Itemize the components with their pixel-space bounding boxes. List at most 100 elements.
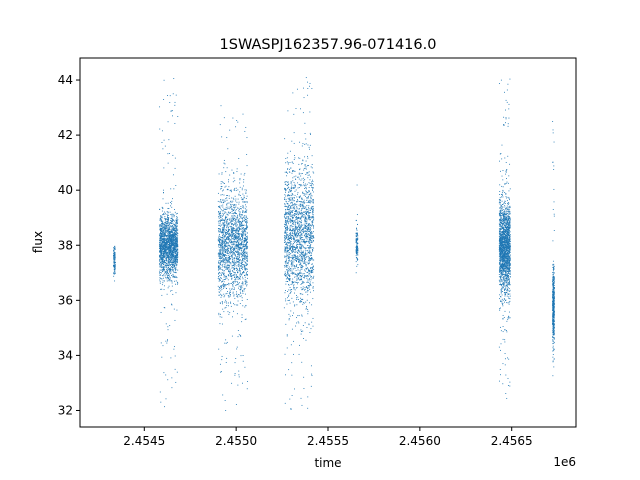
data-point <box>312 240 314 242</box>
data-point <box>223 229 225 231</box>
data-point <box>309 288 311 290</box>
data-point <box>246 220 248 222</box>
data-point <box>304 215 306 217</box>
data-point <box>159 233 161 235</box>
data-point <box>244 306 246 308</box>
data-point <box>285 237 287 239</box>
data-point <box>159 219 161 221</box>
data-point <box>291 281 293 283</box>
data-point <box>175 259 176 261</box>
data-point <box>245 265 247 267</box>
data-point <box>289 302 291 304</box>
data-point <box>305 213 307 214</box>
data-point <box>237 235 239 237</box>
data-point <box>166 231 168 233</box>
data-point <box>159 243 161 245</box>
data-point <box>164 406 166 408</box>
data-point <box>159 256 161 258</box>
data-point <box>237 251 239 253</box>
data-point <box>293 281 294 283</box>
data-point <box>160 247 162 248</box>
data-point <box>226 221 228 222</box>
data-point <box>228 313 230 315</box>
data-point <box>165 202 167 204</box>
data-point <box>239 270 241 271</box>
data-point <box>173 231 175 233</box>
data-point <box>304 259 306 261</box>
data-point <box>238 209 240 210</box>
data-point <box>294 259 296 261</box>
data-point <box>292 265 294 267</box>
data-point <box>176 216 178 218</box>
data-point <box>295 189 297 191</box>
data-point <box>312 179 313 181</box>
data-point <box>306 277 308 279</box>
data-point <box>241 223 243 225</box>
data-point <box>235 234 237 236</box>
data-point <box>292 257 294 259</box>
data-point <box>114 253 116 255</box>
data-point <box>246 242 248 244</box>
data-point <box>307 247 309 249</box>
data-point <box>167 326 169 328</box>
data-point <box>303 240 305 242</box>
data-point <box>245 224 247 226</box>
data-point <box>286 269 288 271</box>
data-point <box>219 225 221 227</box>
data-point <box>233 198 235 200</box>
data-point <box>165 222 167 224</box>
data-point <box>242 227 244 229</box>
data-point <box>230 258 232 260</box>
data-point <box>301 173 303 174</box>
data-point <box>221 227 223 229</box>
data-point <box>232 284 234 285</box>
data-point <box>162 265 164 267</box>
data-point <box>288 237 290 239</box>
data-point <box>295 185 296 187</box>
data-point <box>305 230 307 232</box>
data-point <box>166 252 167 254</box>
data-point <box>224 251 226 253</box>
data-point <box>301 233 303 235</box>
data-point <box>311 164 313 165</box>
data-point <box>171 252 173 254</box>
data-point <box>240 233 242 235</box>
data-point <box>169 234 171 236</box>
data-point <box>293 238 295 240</box>
data-point <box>288 194 290 196</box>
data-point <box>174 233 176 235</box>
data-point <box>309 240 310 242</box>
data-point <box>290 202 292 204</box>
data-point <box>238 370 240 372</box>
data-point <box>231 230 233 232</box>
data-point <box>300 233 302 235</box>
data-point <box>162 244 164 246</box>
data-point <box>224 201 226 202</box>
data-point <box>244 201 246 203</box>
data-point <box>164 254 166 256</box>
data-point <box>176 236 178 238</box>
data-point <box>176 243 178 245</box>
data-point <box>236 216 238 218</box>
data-point <box>290 237 292 238</box>
data-point <box>220 275 222 276</box>
data-point <box>310 242 312 243</box>
data-point <box>295 236 297 238</box>
data-point <box>222 263 224 265</box>
data-point <box>226 357 228 359</box>
data-point <box>242 278 244 280</box>
data-point <box>172 255 174 257</box>
data-point <box>237 253 239 255</box>
data-point <box>174 225 175 227</box>
data-point <box>287 277 289 279</box>
data-point <box>167 250 169 252</box>
data-point <box>228 223 230 225</box>
data-point <box>168 285 170 287</box>
data-point <box>174 242 176 244</box>
data-point <box>220 290 222 292</box>
data-point <box>231 244 233 246</box>
data-point <box>220 286 222 288</box>
data-point <box>239 191 241 193</box>
data-point <box>237 239 239 241</box>
data-point <box>223 262 225 264</box>
